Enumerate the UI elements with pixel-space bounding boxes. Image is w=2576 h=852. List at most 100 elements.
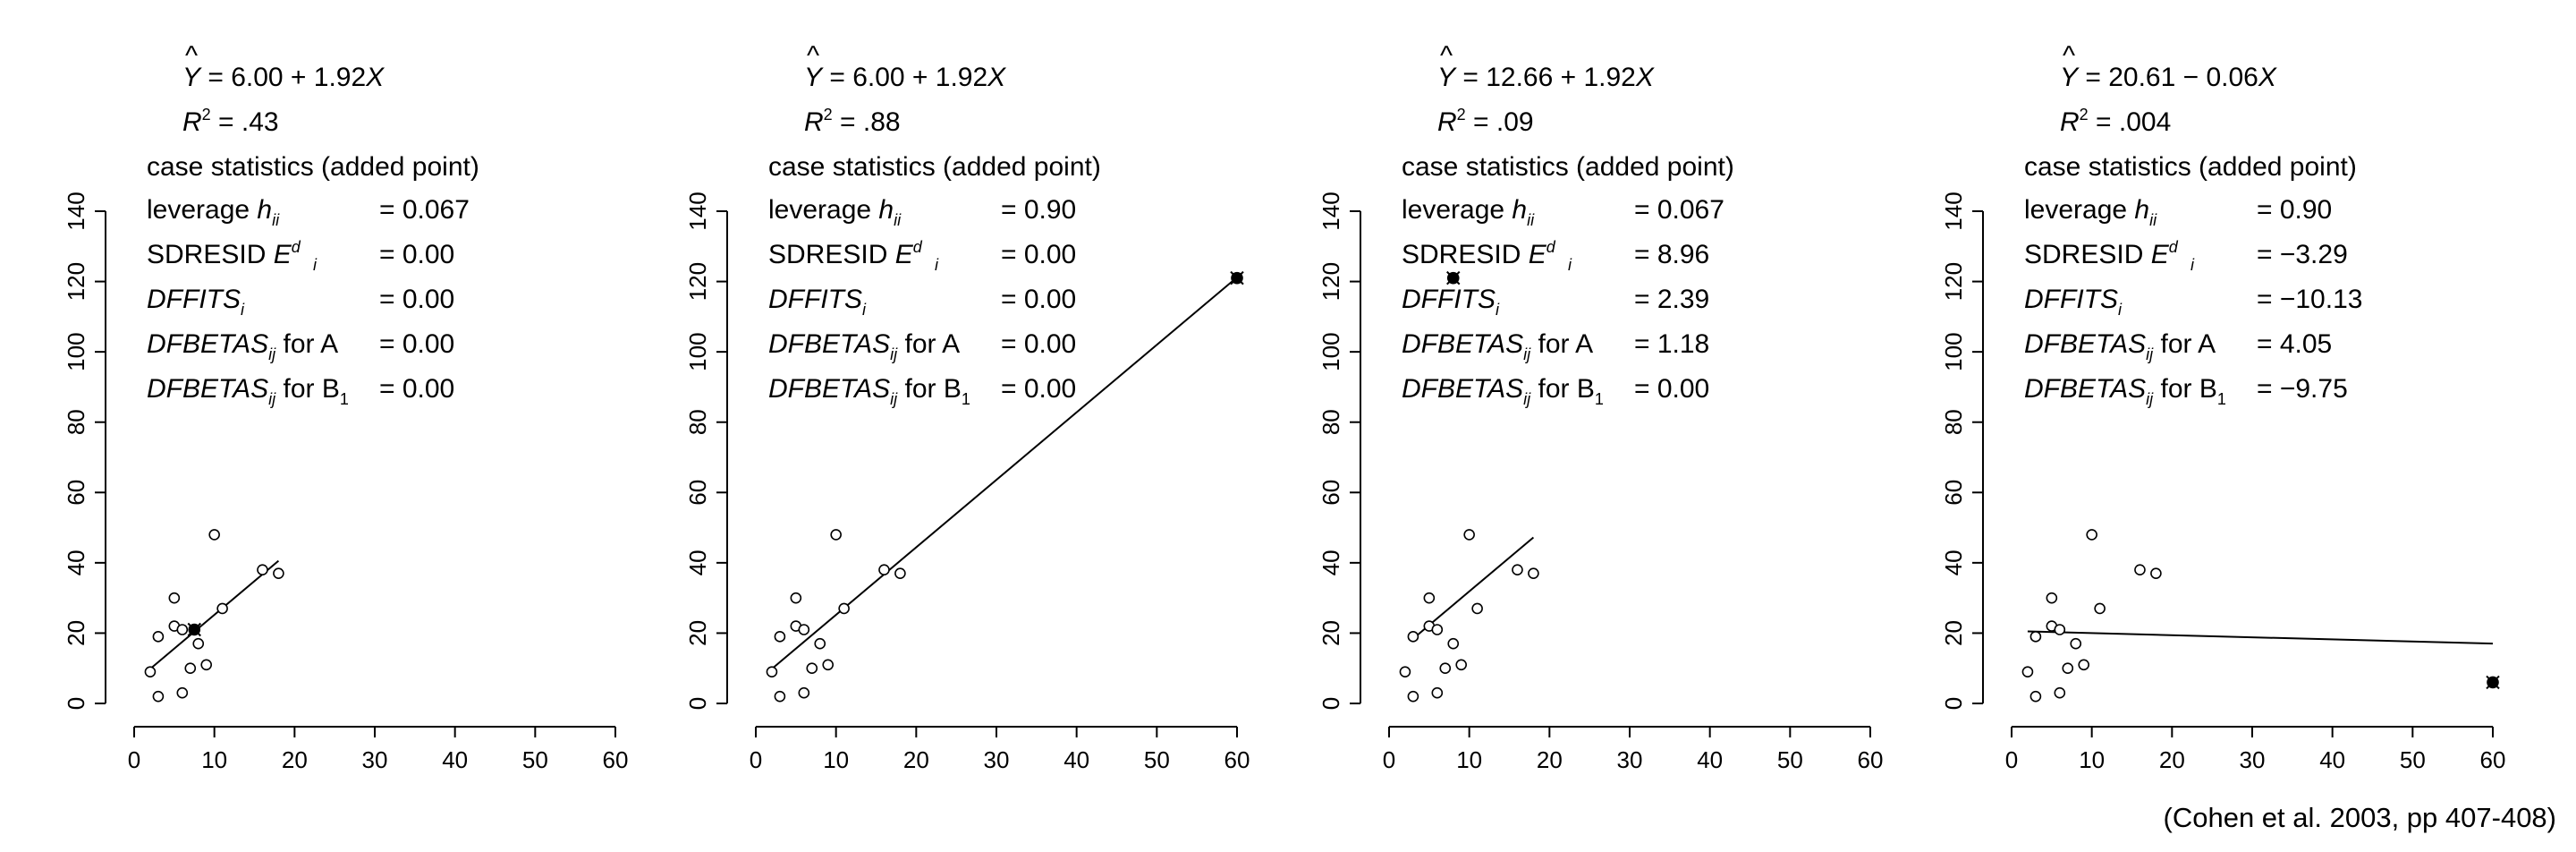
stat-dffits-value: = 0.00 xyxy=(379,285,454,314)
data-point xyxy=(822,659,835,671)
y-tick-label: 20 xyxy=(63,620,89,646)
x-tick-label: 50 xyxy=(1144,746,1170,773)
added-point-mark xyxy=(187,622,201,637)
regression-line xyxy=(2027,630,2494,645)
x-tick-label: 50 xyxy=(1777,746,1803,773)
stat-leverage-label: leverage hii xyxy=(147,195,280,229)
y-tick-label: 80 xyxy=(1940,409,1967,435)
stat-leverage-label: leverage hii xyxy=(768,195,902,229)
stats-caption: case statistics (added point) xyxy=(2024,152,2357,182)
stat-dffits-label: DFFITSi xyxy=(1402,285,1500,319)
data-point xyxy=(2070,637,2082,650)
y-tick-label: 120 xyxy=(1940,262,1967,301)
stat-leverage-value: = 0.90 xyxy=(1001,195,1076,225)
y-tick-label: 0 xyxy=(1940,697,1967,710)
citation: (Cohen et al. 2003, pp 407-408) xyxy=(2163,802,2556,833)
stats-caption: case statistics (added point) xyxy=(1402,152,1734,182)
data-point xyxy=(273,567,284,579)
x-tick-label: 20 xyxy=(1537,746,1563,773)
x-tick-label: 30 xyxy=(984,746,1010,773)
data-point xyxy=(152,690,165,703)
y-tick-label: 120 xyxy=(1318,262,1344,301)
data-point xyxy=(838,602,850,615)
stat-dffits-value: = 0.00 xyxy=(1001,285,1076,314)
x-tick-label: 30 xyxy=(362,746,388,773)
x-tick-label: 10 xyxy=(823,746,849,773)
data-point xyxy=(1431,686,1444,699)
x-tick-label: 10 xyxy=(201,746,227,773)
stat-dfbetas-a-label: DFBETASij for A xyxy=(147,329,338,363)
added-point-mark xyxy=(2486,675,2500,690)
stat-sdresid-label: SDRESID Edi xyxy=(147,238,318,274)
data-point xyxy=(1407,631,1419,643)
regression-equation: Y = 6.00 + 1.92X xyxy=(182,63,385,92)
stat-sdresid-label: SDRESID Edi xyxy=(2024,238,2195,274)
y-tick-label: 60 xyxy=(684,480,711,506)
stat-dfbetas-b-value: = 0.00 xyxy=(1001,374,1076,404)
data-point xyxy=(790,592,802,604)
data-point xyxy=(208,529,220,541)
y-tick-label: 0 xyxy=(63,697,89,710)
data-point xyxy=(1455,659,1467,671)
data-point xyxy=(2094,602,2106,615)
r-squared: R2 = .09 xyxy=(1437,106,1534,137)
data-point xyxy=(798,686,810,699)
x-tick-label: 10 xyxy=(1456,746,1482,773)
data-point xyxy=(1447,637,1460,650)
data-point xyxy=(152,631,165,643)
data-point xyxy=(2062,662,2074,675)
stat-dfbetas-b-label: DFBETASij for B1 xyxy=(2024,374,2226,408)
y-tick-label: 80 xyxy=(684,409,711,435)
chart-panel-3: 0 20 40 60 80 100 120 140 0 10 20 30 40 50 60 Y = 12.66… xyxy=(1318,41,1883,773)
x-tick-label: 0 xyxy=(750,746,762,773)
data-point xyxy=(216,602,228,615)
stat-dffits-label: DFFITSi xyxy=(768,285,867,319)
y-tick-label: 80 xyxy=(1318,409,1344,435)
data-point xyxy=(192,637,205,650)
chart-panel-2: 0 20 40 60 80 100 120 140 0 10 20 30 40 50 60 Y = 6.00 … xyxy=(684,41,1250,773)
y-tick-label: 100 xyxy=(63,332,89,371)
chart-panel-1: 0 20 40 60 80 100 120 140 0 10 20 30 40 50 60 Y = 6.00 … xyxy=(63,41,628,773)
stat-dfbetas-a-label: DFBETASij for A xyxy=(1402,329,1593,363)
y-tick-label: 20 xyxy=(1318,620,1344,646)
r-squared: R2 = .004 xyxy=(2060,106,2171,137)
y-tick-label: 0 xyxy=(1318,697,1344,710)
data-point xyxy=(176,624,189,635)
stat-sdresid-value: = 8.96 xyxy=(1634,240,1709,269)
r-squared: R2 = .43 xyxy=(182,106,279,137)
stat-dfbetas-b-value: = 0.00 xyxy=(1634,374,1709,404)
data-point xyxy=(830,529,842,541)
y-tick-label: 140 xyxy=(1940,192,1967,230)
data-point xyxy=(200,659,212,671)
r-squared: R2 = .88 xyxy=(804,106,901,137)
stat-dffits-value: = 2.39 xyxy=(1634,285,1709,314)
stat-dfbetas-a-value: = 0.00 xyxy=(1001,329,1076,359)
x-tick-label: 20 xyxy=(2159,746,2185,773)
y-hat-icon: ^ xyxy=(1440,41,1453,71)
data-point xyxy=(1463,529,1475,541)
data-point xyxy=(894,567,906,579)
y-tick-label: 20 xyxy=(684,620,711,646)
data-point xyxy=(1431,624,1444,635)
stat-sdresid-value: = 0.00 xyxy=(1001,240,1076,269)
stat-leverage-label: leverage hii xyxy=(2024,195,2157,229)
x-tick-label: 40 xyxy=(1697,746,1723,773)
y-tick-label: 80 xyxy=(63,409,89,435)
y-tick-label: 40 xyxy=(684,550,711,575)
x-tick-label: 0 xyxy=(2005,746,2018,773)
data-point xyxy=(766,666,778,677)
x-tick-label: 20 xyxy=(903,746,929,773)
data-point xyxy=(798,624,810,635)
data-point xyxy=(2078,659,2089,671)
stat-sdresid-label: SDRESID Edi xyxy=(768,238,939,274)
stat-dfbetas-a-value: = 1.18 xyxy=(1634,329,1709,359)
data-point xyxy=(144,666,157,677)
y-hat-icon: ^ xyxy=(807,41,819,71)
x-tick-label: 40 xyxy=(442,746,468,773)
x-tick-label: 30 xyxy=(2240,746,2266,773)
x-tick-label: 0 xyxy=(128,746,140,773)
x-tick-label: 40 xyxy=(1063,746,1089,773)
stat-sdresid-value: = −3.29 xyxy=(2257,240,2348,269)
regression-line xyxy=(1412,536,1535,640)
